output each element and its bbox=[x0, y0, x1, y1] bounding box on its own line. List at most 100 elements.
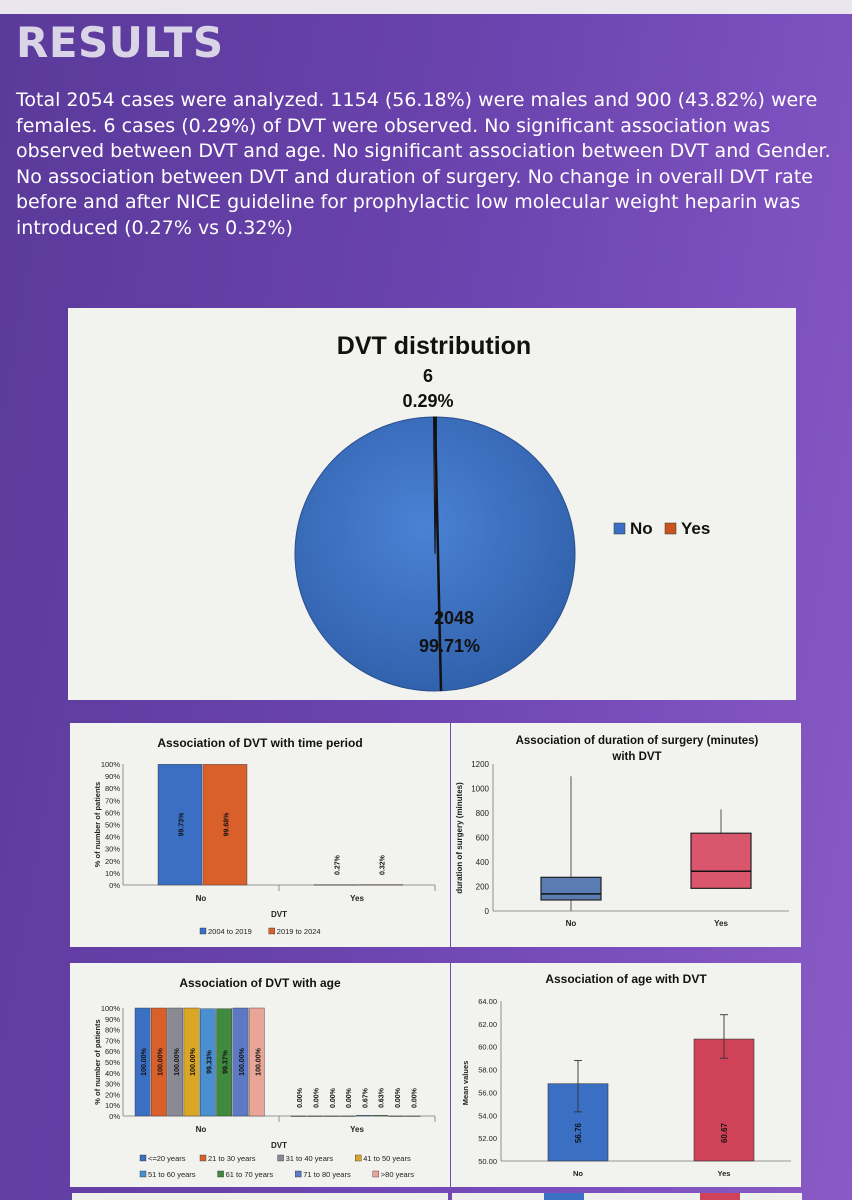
bar bbox=[167, 1007, 184, 1117]
bar bbox=[388, 1115, 405, 1117]
x-tick-label: Yes bbox=[350, 894, 364, 903]
bar bbox=[216, 1008, 233, 1117]
next-panel-edge bbox=[452, 1193, 802, 1200]
y-tick-label: 1000 bbox=[471, 785, 489, 794]
y-tick-label: 60% bbox=[105, 1047, 120, 1056]
bar bbox=[248, 1007, 265, 1117]
chart-title: Association of duration of surgery (minu… bbox=[516, 735, 759, 747]
y-tick-label: 80% bbox=[105, 784, 120, 793]
bar bbox=[199, 1008, 216, 1117]
chart-title-line2: with DVT bbox=[611, 751, 661, 763]
legend-label: 41 to 50 years bbox=[363, 1154, 411, 1163]
data-label: 0.27% bbox=[335, 854, 342, 875]
data-label: 99.73% bbox=[179, 812, 186, 837]
y-tick-label: 40% bbox=[105, 1069, 120, 1078]
legend-swatch bbox=[217, 1170, 224, 1178]
legend-swatch bbox=[199, 1154, 207, 1162]
y-tick-label: 62.00 bbox=[478, 1020, 497, 1029]
box bbox=[540, 876, 602, 901]
legend-swatch-yes bbox=[664, 522, 677, 535]
time-period-chart-panel: Association of DVT with time period 0% 10%… bbox=[70, 723, 450, 947]
y-tick-label: 0 bbox=[485, 907, 490, 916]
y-tick-label: 54.00 bbox=[478, 1111, 497, 1120]
data-label: 99.37% bbox=[223, 1049, 230, 1074]
results-summary: Total 2054 cases were analyzed. 1154 (56… bbox=[16, 89, 831, 239]
bar bbox=[313, 884, 359, 886]
x-tick-label: No bbox=[573, 1169, 583, 1178]
box bbox=[690, 832, 752, 889]
y-tick-label: 400 bbox=[476, 858, 490, 867]
data-label: 100.00% bbox=[141, 1047, 148, 1075]
bar bbox=[372, 1115, 389, 1117]
y-tick-label: 90% bbox=[105, 772, 120, 781]
data-label: 99.68% bbox=[224, 812, 231, 837]
bar bbox=[307, 1115, 323, 1117]
bar bbox=[404, 1115, 421, 1117]
legend-swatch bbox=[268, 927, 276, 935]
legend-swatch bbox=[294, 1170, 302, 1178]
next-panel-edge bbox=[72, 1193, 448, 1200]
y-tick-label: 20% bbox=[105, 1090, 120, 1099]
y-tick-label: 58.00 bbox=[478, 1066, 497, 1075]
legend-label: <=20 years bbox=[148, 1154, 186, 1163]
bar bbox=[157, 764, 203, 886]
bar bbox=[134, 1007, 151, 1117]
age-mean-bar-chart: Association of age with DVT 50.00 52.00 54.… bbox=[461, 972, 791, 1178]
data-label: 99.33% bbox=[206, 1049, 213, 1074]
top-strip bbox=[0, 0, 852, 14]
y-tick-label: 100% bbox=[101, 760, 121, 769]
pie-label-yes-percent: 0.29% bbox=[402, 391, 453, 411]
y-tick-label: 100% bbox=[101, 1004, 121, 1013]
legend-label: 71 to 80 years bbox=[303, 1170, 351, 1179]
pie-label-yes-count: 6 bbox=[423, 366, 433, 386]
legend-label: 31 to 40 years bbox=[286, 1154, 334, 1163]
legend-swatch bbox=[139, 1154, 147, 1162]
x-axis-label: DVT bbox=[271, 910, 287, 919]
chart-title: DVT distribution bbox=[337, 332, 531, 360]
y-tick-label: 200 bbox=[476, 883, 490, 892]
y-tick-label: 50% bbox=[105, 1058, 120, 1067]
y-tick-label: 30% bbox=[105, 845, 120, 854]
legend-swatch bbox=[355, 1154, 362, 1162]
data-label: 60.67 bbox=[720, 1122, 729, 1143]
pie-label-no-percent: 99.71% bbox=[419, 636, 480, 656]
data-label: 100.00% bbox=[255, 1047, 262, 1075]
legend-label: 2019 to 2024 bbox=[277, 927, 321, 936]
legend-label: 61 to 70 years bbox=[226, 1170, 274, 1179]
data-label: 56.76 bbox=[574, 1122, 583, 1143]
data-label: 0.00% bbox=[313, 1087, 320, 1108]
y-tick-label: 80% bbox=[105, 1026, 120, 1035]
y-tick-label: 50% bbox=[105, 821, 120, 830]
y-tick-label: 70% bbox=[105, 1036, 120, 1045]
bar bbox=[358, 884, 404, 886]
data-label: 100.00% bbox=[239, 1047, 246, 1075]
x-tick-label: No bbox=[196, 1125, 207, 1134]
data-label: 0.00% bbox=[297, 1087, 304, 1108]
legend-swatch-no bbox=[613, 522, 626, 535]
bar bbox=[339, 1115, 356, 1117]
age-group-bar-chart: Association of DVT with age 0% 10% 20%30% 40… bbox=[93, 976, 436, 1179]
x-axis-label: DVT bbox=[271, 1141, 287, 1150]
chart-title: Association of age with DVT bbox=[545, 972, 707, 986]
y-tick-label: 50.00 bbox=[478, 1157, 497, 1166]
legend-label: 51 to 60 years bbox=[148, 1170, 196, 1179]
y-tick-label: 10% bbox=[105, 869, 120, 878]
data-label: 0.00% bbox=[346, 1087, 353, 1108]
y-tick-label: 0% bbox=[109, 881, 120, 890]
data-label: 100.00% bbox=[157, 1047, 164, 1075]
x-tick-label: No bbox=[566, 919, 577, 928]
legend-label: >80 years bbox=[381, 1170, 414, 1179]
time-period-bar-chart: Association of DVT with time period 0% 10%… bbox=[93, 736, 436, 936]
y-tick-label: 90% bbox=[105, 1015, 120, 1024]
y-tick-label: 70% bbox=[105, 796, 120, 805]
y-tick-label: 800 bbox=[476, 809, 490, 818]
y-tick-label: 600 bbox=[476, 834, 490, 843]
data-label: 0.63% bbox=[379, 1087, 386, 1108]
bar bbox=[693, 1038, 755, 1162]
y-tick-label: 10% bbox=[105, 1101, 120, 1110]
bar bbox=[183, 1007, 200, 1117]
data-label: 0.00% bbox=[395, 1087, 402, 1108]
age-mean-chart-panel: Association of age with DVT 50.00 52.00 54.… bbox=[451, 963, 801, 1187]
data-label: 100.00% bbox=[190, 1047, 197, 1075]
chart-title: Association of DVT with age bbox=[179, 976, 341, 990]
